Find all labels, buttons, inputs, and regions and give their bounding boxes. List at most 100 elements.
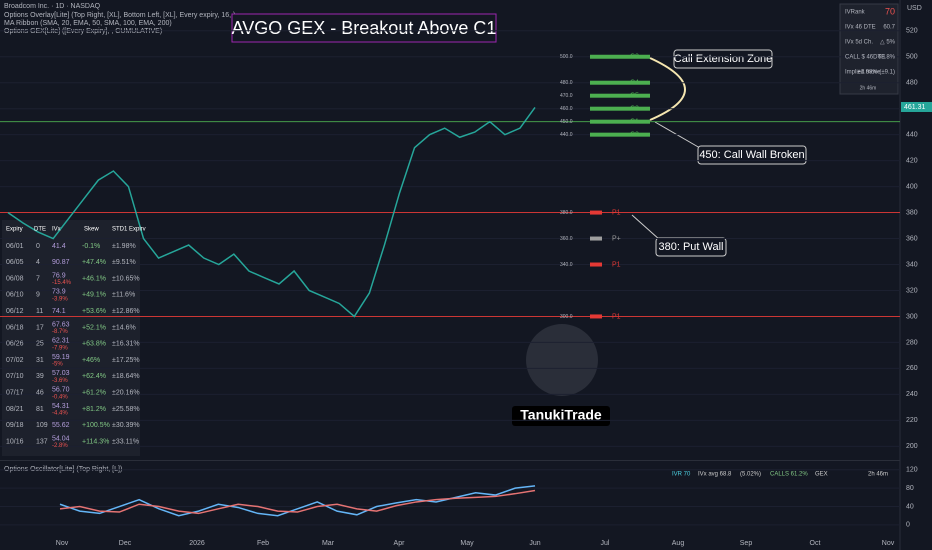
iv-label: IVx 46 DTE [845,25,876,31]
cell: +114.3% [82,438,109,445]
y-tick-label: 480 [906,80,918,87]
level-bar [590,236,602,241]
cell: +46% [82,357,100,364]
cell: -4.4% [52,411,68,417]
level-bar [590,93,650,98]
x-tick-label: Dec [119,540,132,547]
cell: 06/08 [6,275,24,282]
y-tick-label: 240 [906,391,918,398]
cell: 59.19 [52,354,70,361]
cell: 57.03 [52,370,70,377]
y-tick-label: 440 [906,132,918,139]
level-name: C5 [630,93,639,100]
cell: +61.2% [82,390,106,397]
cell: 55.62 [52,422,70,429]
bracket [649,57,686,121]
iv-timer: 2h 46m [860,85,877,91]
level-name: P1 [612,313,621,320]
cell: -8.7% [52,329,68,335]
y-tick-label: 300 [906,313,918,320]
level-price: 470.0 [560,93,573,99]
ribbon-label: MA Ribbon (SMA, 20, EMA, 50, SMA, 100, E… [4,20,172,27]
cell: ±17.25% [112,357,140,364]
x-tick-label: Nov [882,540,895,547]
cell: 46 [36,390,44,397]
x-tick-label: Jun [529,540,540,547]
cell: 17 [36,324,44,331]
y-tick-label: 360 [906,235,918,242]
osc-tick: 0 [906,522,910,529]
cell: 76.9 [52,272,66,279]
x-tick-label: Nov [56,540,69,547]
level-price: 450.0 [560,119,573,125]
cell: +63.8% [82,341,106,348]
osc-line [59,489,536,515]
cell: -7.9% [52,345,68,351]
osc-tick: 80 [906,485,914,492]
y-tick-label: 500 [906,54,918,61]
cell: 109 [36,422,48,429]
x-tick-label: Aug [672,540,685,547]
annotation: 380: Put Wall [658,241,723,253]
cell: -0.1% [82,243,100,250]
cell: -2.8% [52,443,68,449]
y-tick-label: 280 [906,339,918,346]
cell: 54.31 [52,403,70,410]
y-tick-label: 520 [906,28,918,35]
cell: 9 [36,292,40,299]
iv-value: 60.7 [883,25,895,31]
annotation: Call Extension Zone [674,53,772,65]
level-name: C4 [630,80,639,87]
level-price: 500.0 [560,54,573,60]
level-name: C3 [630,106,639,113]
level-bar [590,262,602,267]
annotation-box [673,49,773,69]
cell: -3.9% [52,296,68,302]
cell: -15.4% [52,280,72,286]
cell: 06/12 [6,308,24,315]
cell: 54.04 [52,435,70,442]
table-header: STD1 Expirv [112,227,146,233]
level-bar [590,210,602,215]
osc-tick: 120 [906,467,918,474]
cell: 39 [36,373,44,380]
iv-value: ±1.98% (±9.1) [857,70,895,76]
cell: ±20.16% [112,390,140,397]
level-name: C2 [630,54,639,61]
level-price: 340.0 [560,262,573,268]
cell: ±14.6% [112,324,136,331]
iv-label: CALL $ 46DTE [845,55,885,61]
title-box [231,13,497,43]
price-line [7,106,536,318]
cell: +49.1% [82,292,106,299]
cell: 67.63 [52,321,70,328]
cell: 7 [36,275,40,282]
cell: -0.4% [52,394,68,400]
last-price-tag [901,101,932,112]
table-header: DTE [34,227,46,233]
y-tick-label: 420 [906,157,918,164]
cell: -3.6% [52,378,68,384]
cell: +62.4% [82,373,106,380]
level-price: 440.0 [560,132,573,138]
pane-divider [0,460,900,461]
level-bar [590,132,650,137]
x-tick-label: Jul [601,540,610,547]
level-name: P1 [612,209,621,216]
symbol: Broadcom Inc. · 1D · NASDAQ [4,3,101,10]
level-bar [590,54,650,59]
cell: +47.4% [82,259,106,266]
osc-badge: CALLS 61.2% [770,472,808,478]
level-bar [590,119,650,124]
osc-badge: 2h 46m [868,472,888,478]
expiry-table [2,220,140,456]
iv-value: 68.8% [878,55,896,61]
cell: ±1.98% [112,243,136,250]
cell: 62.31 [52,338,70,345]
annotation: 450: Call Wall Broken [699,149,804,161]
x-tick-label: Apr [394,540,406,547]
cell: 0 [36,243,40,250]
gex-label: Options GEX[Lite] ([Every Expiry], , CUM… [4,28,162,35]
iv-panel [839,3,899,95]
